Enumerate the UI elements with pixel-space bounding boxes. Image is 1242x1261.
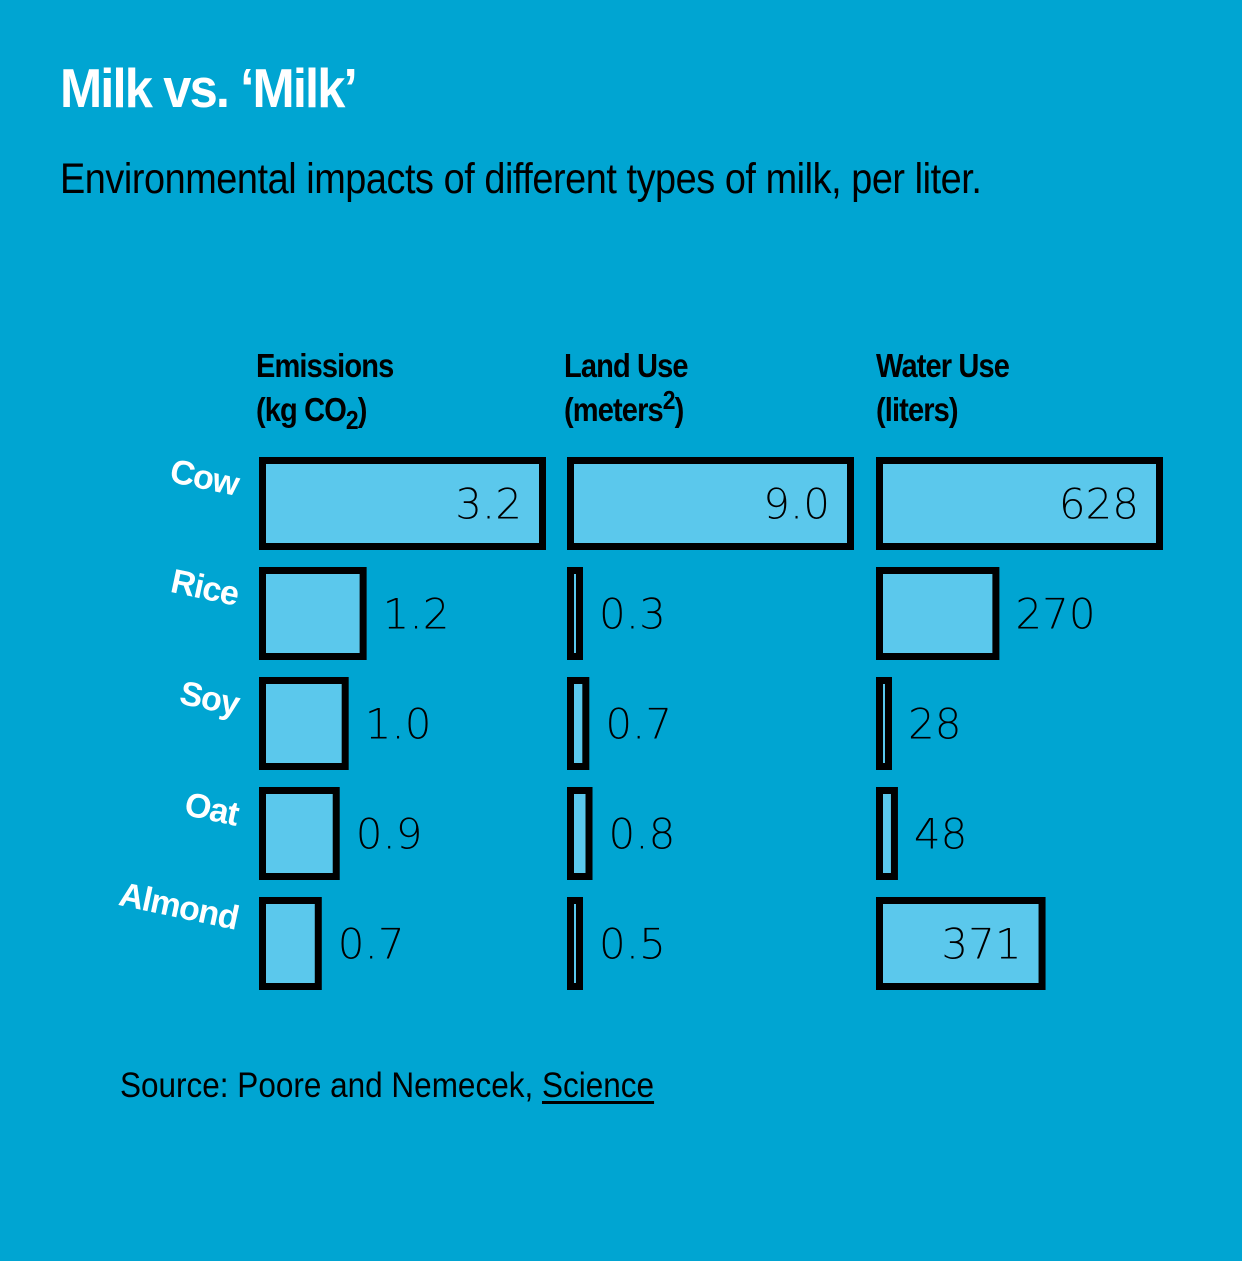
bar-water-use-almond	[876, 897, 1046, 990]
source-text: Source: Poore and Nemecek,	[120, 1066, 542, 1105]
value-label-emissions-almond: 0.7	[338, 920, 405, 969]
value-label-water-use-rice: 270	[1015, 590, 1095, 639]
value-label-emissions-rice: 1.2	[383, 590, 450, 639]
source-note: Source: Poore and Nemecek, Science	[120, 1066, 654, 1106]
value-label-water-use-cow: 628	[1059, 480, 1139, 529]
bar-land-use-cow	[567, 457, 854, 550]
bar-land-use-almond	[567, 897, 583, 990]
value-label-water-use-almond: 371	[941, 920, 1021, 969]
bar-land-use-rice	[567, 567, 583, 660]
column-header-land-use: Land Use (meters2)	[564, 344, 689, 432]
value-label-emissions-oat: 0.9	[356, 810, 423, 859]
bar-emissions-oat	[259, 787, 340, 880]
column-header-land-use-name: Land Use	[564, 347, 689, 384]
bar-water-use-cow	[876, 457, 1163, 550]
column-header-water-use-name: Water Use	[876, 347, 1010, 384]
value-label-land-use-oat: 0.8	[609, 810, 676, 859]
value-label-water-use-soy: 28	[908, 700, 961, 749]
bar-water-use-soy	[876, 677, 892, 770]
column-header-water-use: Water Use (liters)	[876, 344, 1010, 432]
bar-emissions-cow	[259, 457, 546, 550]
value-label-water-use-oat: 48	[914, 810, 967, 859]
column-header-land-use-unit: (meters2)	[564, 385, 684, 428]
value-label-land-use-rice: 0.3	[599, 590, 666, 639]
bar-land-use-soy	[567, 677, 590, 770]
bar-emissions-almond	[259, 897, 322, 990]
column-header-emissions-unit: (kg CO2)	[256, 391, 367, 435]
column-header-emissions-name: Emissions	[256, 347, 394, 384]
source-link-science[interactable]: Science	[541, 1066, 655, 1105]
value-label-emissions-soy: 1.0	[365, 700, 432, 749]
column-header-emissions: Emissions (kg CO2)	[256, 344, 394, 442]
chart-title: Milk vs. ‘Milk’	[60, 57, 358, 119]
bar-land-use-oat	[567, 787, 593, 880]
value-label-emissions-cow: 3.2	[455, 480, 522, 529]
value-label-land-use-cow: 9.0	[763, 480, 830, 529]
bar-emissions-rice	[259, 567, 367, 660]
bar-water-use-oat	[876, 787, 898, 880]
column-header-water-use-unit: (liters)	[876, 391, 959, 428]
value-label-land-use-almond: 0.5	[599, 920, 666, 969]
bar-water-use-rice	[876, 567, 1000, 660]
value-label-land-use-soy: 0.7	[605, 700, 672, 749]
bar-emissions-soy	[259, 677, 349, 770]
chart-subtitle: Environmental impacts of different types…	[60, 155, 982, 203]
